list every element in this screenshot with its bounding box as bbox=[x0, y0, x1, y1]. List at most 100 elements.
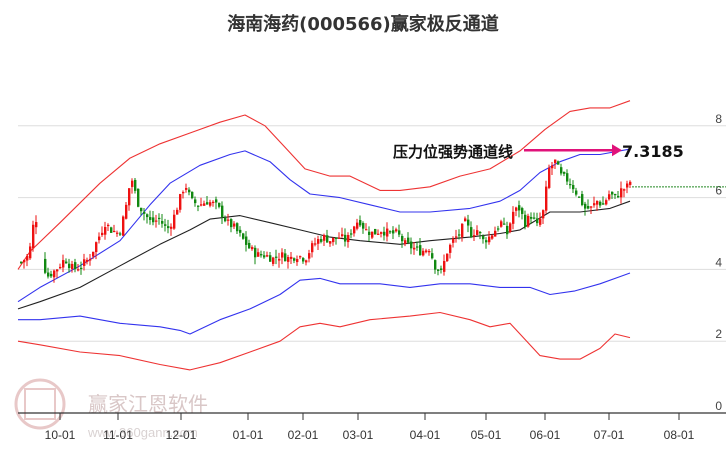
candle-body bbox=[551, 165, 554, 169]
x-tick-label: 07-01 bbox=[594, 428, 625, 442]
candle-body bbox=[422, 250, 425, 256]
candle-body bbox=[74, 262, 77, 270]
candle-body bbox=[233, 223, 236, 227]
candle-body bbox=[218, 202, 221, 207]
candle-body bbox=[143, 211, 146, 214]
candle-body bbox=[251, 247, 254, 250]
candle-body bbox=[314, 243, 317, 245]
candle-body bbox=[359, 220, 362, 226]
candle-body bbox=[29, 246, 32, 259]
x-tick-label: 04-01 bbox=[410, 428, 441, 442]
candle-body bbox=[95, 242, 98, 253]
candle-body bbox=[284, 253, 287, 262]
candle-body bbox=[473, 235, 476, 237]
candle-body bbox=[560, 167, 563, 174]
candle-body bbox=[374, 228, 377, 235]
candle-body bbox=[80, 267, 83, 270]
candle-body bbox=[605, 200, 608, 205]
band-middle bbox=[17, 200, 631, 310]
pressure-annotation: 压力位强势通道线 7.3185 bbox=[393, 142, 684, 161]
candle-body bbox=[578, 196, 581, 198]
band-upper_outer bbox=[17, 100, 631, 270]
candle-body bbox=[569, 183, 572, 186]
candle-body bbox=[503, 223, 506, 225]
band-upper_inner bbox=[17, 148, 631, 303]
candle-body bbox=[332, 237, 335, 243]
candle-body bbox=[131, 180, 134, 187]
candle-body bbox=[425, 250, 428, 253]
candle-body bbox=[146, 214, 149, 218]
candle-body bbox=[338, 237, 341, 239]
candle-body bbox=[242, 233, 245, 239]
candle-body bbox=[98, 236, 101, 241]
candle-body bbox=[209, 202, 212, 206]
candle-body bbox=[248, 242, 251, 249]
candle-body bbox=[521, 208, 524, 214]
candle-body bbox=[182, 192, 185, 194]
candle-body bbox=[173, 214, 176, 229]
candle-body bbox=[437, 269, 440, 271]
candle-body bbox=[443, 261, 446, 272]
candle-body bbox=[32, 224, 35, 249]
candle-body bbox=[515, 207, 518, 211]
candlesticks bbox=[20, 159, 726, 283]
candle-body bbox=[545, 186, 548, 211]
candle-body bbox=[254, 247, 257, 258]
candle-body bbox=[488, 236, 491, 243]
candle-body bbox=[230, 219, 233, 228]
candle-body bbox=[224, 217, 227, 222]
candle-body bbox=[245, 236, 248, 245]
candle-body bbox=[158, 217, 161, 220]
candle-body bbox=[527, 215, 530, 227]
candle-body bbox=[125, 204, 128, 219]
candle-body bbox=[194, 199, 197, 204]
candle-body bbox=[323, 235, 326, 241]
candle-body bbox=[386, 228, 389, 237]
candle-body bbox=[101, 232, 104, 236]
candle-body bbox=[62, 260, 65, 268]
candle-body bbox=[335, 237, 338, 239]
candle-body bbox=[611, 191, 614, 195]
candle-body bbox=[434, 260, 437, 270]
candle-body bbox=[197, 205, 200, 207]
candle-body bbox=[188, 189, 191, 193]
candle-body bbox=[299, 256, 302, 258]
watermark-name: 赢家江恩软件 bbox=[88, 392, 208, 416]
candle-body bbox=[278, 258, 281, 261]
candle-body bbox=[215, 199, 218, 203]
candle-body bbox=[482, 235, 485, 240]
candle-body bbox=[347, 234, 350, 243]
candle-body bbox=[56, 269, 59, 272]
candle-body bbox=[590, 206, 593, 208]
candle-body bbox=[179, 194, 182, 210]
candle-body bbox=[356, 222, 359, 229]
candle-body bbox=[377, 233, 380, 235]
candle-body bbox=[431, 253, 434, 259]
candle-body bbox=[89, 258, 92, 261]
watermark-seal-icon bbox=[14, 378, 66, 430]
candle-body bbox=[518, 205, 521, 211]
candle-body bbox=[557, 161, 560, 165]
candle-body bbox=[614, 193, 617, 196]
candle-body bbox=[608, 194, 611, 200]
candle-body bbox=[428, 251, 431, 253]
candle-body bbox=[311, 243, 314, 253]
candle-body bbox=[407, 237, 410, 243]
y-tick-label: 4 bbox=[715, 255, 722, 269]
candle-body bbox=[305, 260, 308, 263]
candle-body bbox=[176, 209, 179, 215]
candle-body bbox=[617, 195, 620, 198]
candle-body bbox=[116, 232, 119, 234]
candle-body bbox=[362, 222, 365, 229]
candle-body bbox=[455, 236, 458, 238]
x-tick-label: 08-01 bbox=[664, 428, 695, 442]
candle-body bbox=[128, 188, 131, 206]
candle-body bbox=[137, 188, 140, 207]
candle-body bbox=[50, 273, 53, 277]
candle-body bbox=[71, 263, 74, 270]
candle-body bbox=[293, 258, 296, 261]
candle-body bbox=[65, 261, 68, 264]
candle-body bbox=[371, 231, 374, 238]
candle-body bbox=[449, 244, 452, 253]
